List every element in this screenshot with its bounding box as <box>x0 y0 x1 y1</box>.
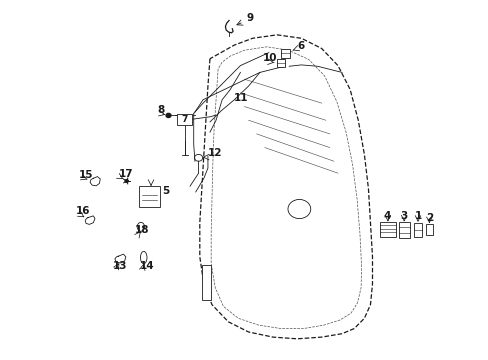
Bar <box>202 265 211 300</box>
Text: 11: 11 <box>233 93 247 103</box>
Bar <box>398 222 409 238</box>
Text: 7: 7 <box>181 115 187 124</box>
Text: 5: 5 <box>162 186 169 196</box>
Text: 6: 6 <box>297 41 304 50</box>
Text: 4: 4 <box>383 211 390 221</box>
Text: 10: 10 <box>262 54 277 63</box>
Bar <box>139 186 159 207</box>
Bar <box>280 49 289 58</box>
Text: 8: 8 <box>157 105 164 115</box>
Circle shape <box>166 113 171 117</box>
Bar <box>380 222 395 237</box>
Text: 16: 16 <box>76 206 90 216</box>
Text: 13: 13 <box>112 261 127 271</box>
Circle shape <box>125 180 128 183</box>
Text: 2: 2 <box>426 213 432 222</box>
Bar <box>276 59 285 67</box>
Text: 9: 9 <box>246 13 253 23</box>
Text: 15: 15 <box>79 170 93 180</box>
Bar <box>413 223 422 237</box>
Text: 1: 1 <box>414 211 421 221</box>
Text: 12: 12 <box>207 148 222 158</box>
Text: 3: 3 <box>400 211 407 221</box>
Text: 18: 18 <box>135 225 149 235</box>
Bar <box>177 114 192 125</box>
Bar <box>425 224 432 235</box>
Text: 17: 17 <box>118 168 133 179</box>
Text: 14: 14 <box>140 261 154 271</box>
